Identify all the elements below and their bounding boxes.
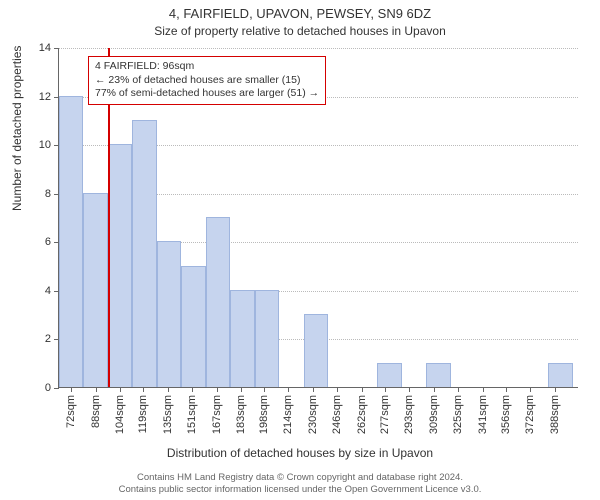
y-tick-label: 0 xyxy=(45,382,59,394)
x-tick-label: 356sqm xyxy=(500,387,512,434)
legend-line-3: 77% of semi-detached houses are larger (… xyxy=(95,87,319,101)
y-tick-label: 12 xyxy=(39,91,59,103)
x-tick-label: 151sqm xyxy=(186,387,198,434)
histogram-bar xyxy=(108,144,132,387)
histogram-bar xyxy=(83,193,107,387)
x-axis-label: Distribution of detached houses by size … xyxy=(0,446,600,460)
x-tick-label: 325sqm xyxy=(452,387,464,434)
legend-line-1: 4 FAIRFIELD: 96sqm xyxy=(95,60,319,74)
x-tick-label: 214sqm xyxy=(282,387,294,434)
x-tick-label: 119sqm xyxy=(137,387,149,433)
histogram-bar xyxy=(255,290,279,387)
x-tick-label: 198sqm xyxy=(258,387,270,434)
x-tick-label: 388sqm xyxy=(549,387,561,434)
histogram-bar xyxy=(426,363,450,387)
histogram-bar xyxy=(181,266,205,387)
x-tick-label: 72sqm xyxy=(65,387,77,428)
histogram-bar xyxy=(548,363,572,387)
x-tick-label: 372sqm xyxy=(524,387,536,434)
histogram-bar xyxy=(157,241,181,387)
y-tick-label: 8 xyxy=(45,188,59,200)
y-tick-label: 2 xyxy=(45,333,59,345)
y-tick-label: 6 xyxy=(45,236,59,248)
page-title: 4, FAIRFIELD, UPAVON, PEWSEY, SN9 6DZ xyxy=(0,6,600,21)
x-tick-label: 262sqm xyxy=(356,387,368,434)
x-tick-label: 230sqm xyxy=(307,387,319,434)
legend-line-2: ← 23% of detached houses are smaller (15… xyxy=(95,74,319,88)
y-tick-label: 14 xyxy=(39,42,59,54)
x-tick-label: 167sqm xyxy=(211,387,223,434)
footer-line-1: Contains HM Land Registry data © Crown c… xyxy=(0,472,600,484)
x-tick-label: 104sqm xyxy=(114,387,126,434)
x-tick-label: 293sqm xyxy=(403,387,415,434)
chart-container: 4, FAIRFIELD, UPAVON, PEWSEY, SN9 6DZ Si… xyxy=(0,0,600,500)
x-tick-label: 341sqm xyxy=(477,387,489,434)
y-tick-label: 10 xyxy=(39,139,59,151)
gridline xyxy=(59,48,578,49)
histogram-bar xyxy=(377,363,401,387)
legend-box: 4 FAIRFIELD: 96sqm ← 23% of detached hou… xyxy=(88,56,326,105)
x-tick-label: 88sqm xyxy=(90,387,102,428)
chart-subtitle: Size of property relative to detached ho… xyxy=(0,24,600,38)
x-tick-label: 309sqm xyxy=(428,387,440,434)
histogram-bar xyxy=(132,120,156,387)
x-tick-label: 277sqm xyxy=(379,387,391,434)
x-tick-label: 183sqm xyxy=(235,387,247,434)
histogram-bar xyxy=(230,290,254,387)
x-tick-label: 246sqm xyxy=(331,387,343,434)
histogram-bar xyxy=(59,96,83,387)
footer-attribution: Contains HM Land Registry data © Crown c… xyxy=(0,472,600,496)
histogram-bar xyxy=(304,314,328,387)
x-tick-label: 135sqm xyxy=(162,387,174,434)
footer-line-2: Contains public sector information licen… xyxy=(0,484,600,496)
y-axis-label: Number of detached properties xyxy=(10,46,24,211)
y-tick-label: 4 xyxy=(45,285,59,297)
histogram-bar xyxy=(206,217,230,387)
